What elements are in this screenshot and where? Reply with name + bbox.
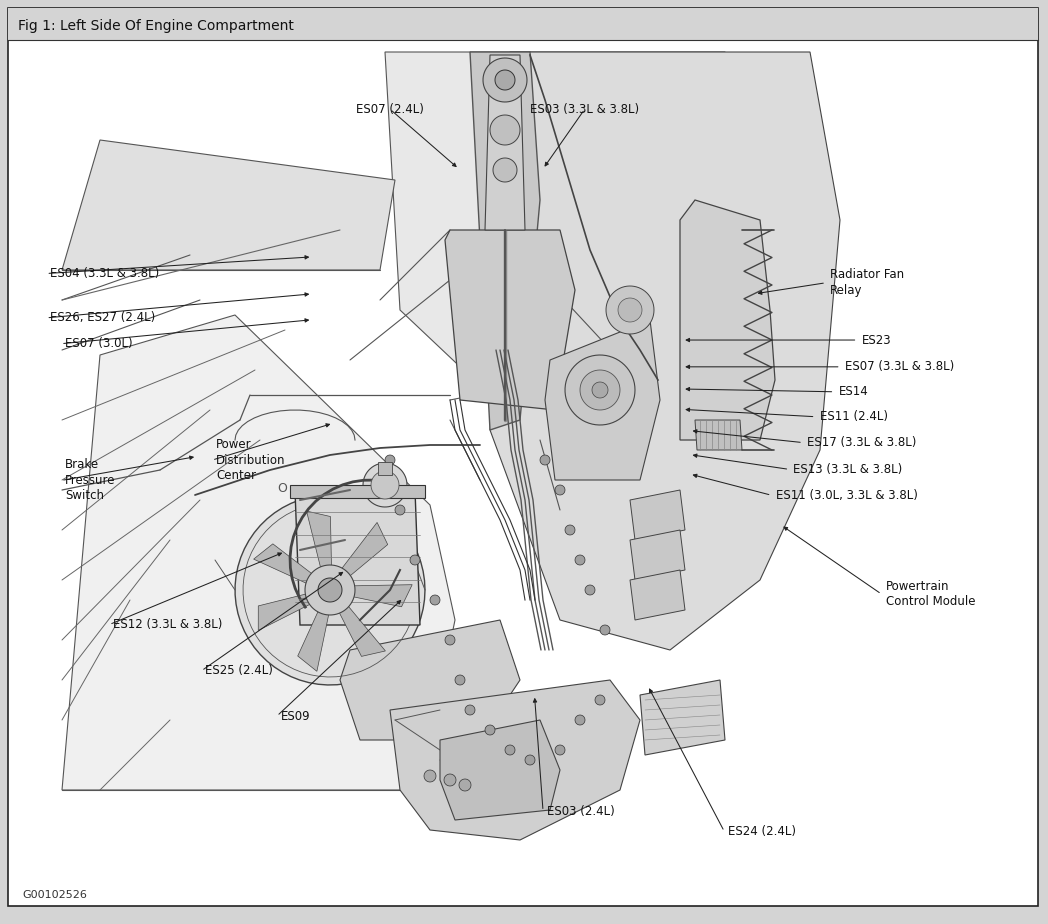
Text: ES07 (2.4L): ES07 (2.4L) [356, 103, 423, 116]
Polygon shape [385, 52, 760, 395]
Text: Brake
Pressure
Switch: Brake Pressure Switch [65, 458, 115, 503]
Text: ES03 (3.3L & 3.8L): ES03 (3.3L & 3.8L) [530, 103, 639, 116]
Polygon shape [680, 200, 776, 440]
Polygon shape [445, 635, 455, 645]
Polygon shape [306, 511, 332, 582]
Text: O: O [277, 481, 287, 494]
Text: ES07 (3.0L): ES07 (3.0L) [65, 337, 133, 350]
Polygon shape [505, 745, 515, 755]
Polygon shape [465, 705, 475, 715]
Polygon shape [640, 680, 725, 755]
Polygon shape [575, 555, 585, 565]
Text: ES26, ES27 (2.4L): ES26, ES27 (2.4L) [50, 311, 155, 324]
Polygon shape [318, 578, 342, 602]
Text: G00102526: G00102526 [22, 890, 87, 900]
Polygon shape [294, 490, 420, 625]
Bar [8, 8, 1038, 40]
Polygon shape [585, 585, 595, 595]
Polygon shape [445, 230, 575, 410]
Text: ES11 (3.0L, 3.3L & 3.8L): ES11 (3.0L, 3.3L & 3.8L) [776, 489, 917, 502]
Text: ES03 (2.4L): ES03 (2.4L) [547, 805, 615, 818]
Polygon shape [430, 595, 440, 605]
Text: ES13 (3.3L & 3.8L): ES13 (3.3L & 3.8L) [793, 463, 902, 476]
Polygon shape [332, 522, 388, 585]
Text: Powertrain
Control Module: Powertrain Control Module [886, 580, 975, 608]
Polygon shape [340, 620, 520, 740]
Polygon shape [378, 462, 392, 475]
Polygon shape [258, 590, 324, 630]
Polygon shape [235, 495, 425, 685]
Polygon shape [332, 595, 386, 656]
Polygon shape [555, 485, 565, 495]
Text: Radiator Fan
Relay: Radiator Fan Relay [830, 269, 904, 297]
Polygon shape [630, 490, 685, 540]
Polygon shape [490, 52, 840, 650]
Text: ES09: ES09 [281, 710, 310, 723]
Polygon shape [410, 555, 420, 565]
Polygon shape [580, 370, 620, 410]
Text: ES11 (2.4L): ES11 (2.4L) [820, 410, 888, 423]
Polygon shape [495, 70, 515, 90]
Text: ES17 (3.3L & 3.8L): ES17 (3.3L & 3.8L) [807, 436, 916, 449]
Polygon shape [490, 115, 520, 145]
Polygon shape [62, 140, 395, 270]
Polygon shape [390, 680, 640, 840]
Polygon shape [298, 598, 332, 672]
Polygon shape [340, 585, 412, 607]
Polygon shape [540, 455, 550, 465]
Polygon shape [455, 675, 465, 685]
Polygon shape [565, 355, 635, 425]
Polygon shape [459, 779, 471, 791]
Text: ES25 (2.4L): ES25 (2.4L) [205, 664, 274, 677]
Polygon shape [305, 565, 355, 615]
Polygon shape [595, 695, 605, 705]
Polygon shape [601, 625, 610, 635]
Polygon shape [440, 720, 560, 820]
Polygon shape [483, 58, 527, 102]
Text: ES04 (3.3L & 3.8L): ES04 (3.3L & 3.8L) [50, 267, 159, 280]
Text: Power
Distribution
Center: Power Distribution Center [216, 438, 285, 482]
Text: ES12 (3.3L & 3.8L): ES12 (3.3L & 3.8L) [113, 618, 222, 631]
Polygon shape [385, 455, 395, 465]
Text: Fig 1: Left Side Of Engine Compartment: Fig 1: Left Side Of Engine Compartment [18, 19, 293, 33]
Text: ES24 (2.4L): ES24 (2.4L) [728, 825, 796, 838]
Polygon shape [485, 55, 525, 230]
Polygon shape [545, 320, 660, 480]
Polygon shape [555, 745, 565, 755]
Text: ES07 (3.3L & 3.8L): ES07 (3.3L & 3.8L) [845, 360, 954, 373]
Polygon shape [424, 770, 436, 782]
Text: ES14: ES14 [838, 385, 868, 398]
Polygon shape [485, 725, 495, 735]
Polygon shape [565, 525, 575, 535]
Polygon shape [606, 286, 654, 334]
Polygon shape [695, 420, 742, 450]
Text: ES23: ES23 [861, 334, 891, 346]
Polygon shape [630, 570, 685, 620]
Polygon shape [290, 485, 425, 498]
Polygon shape [592, 382, 608, 398]
Polygon shape [493, 158, 517, 182]
Polygon shape [395, 505, 405, 515]
Polygon shape [62, 315, 455, 790]
Polygon shape [630, 530, 685, 580]
Polygon shape [618, 298, 642, 322]
Polygon shape [254, 544, 324, 590]
Polygon shape [363, 463, 407, 507]
Polygon shape [470, 52, 540, 430]
Polygon shape [525, 755, 534, 765]
Polygon shape [371, 471, 399, 499]
Polygon shape [575, 715, 585, 725]
Polygon shape [444, 774, 456, 786]
